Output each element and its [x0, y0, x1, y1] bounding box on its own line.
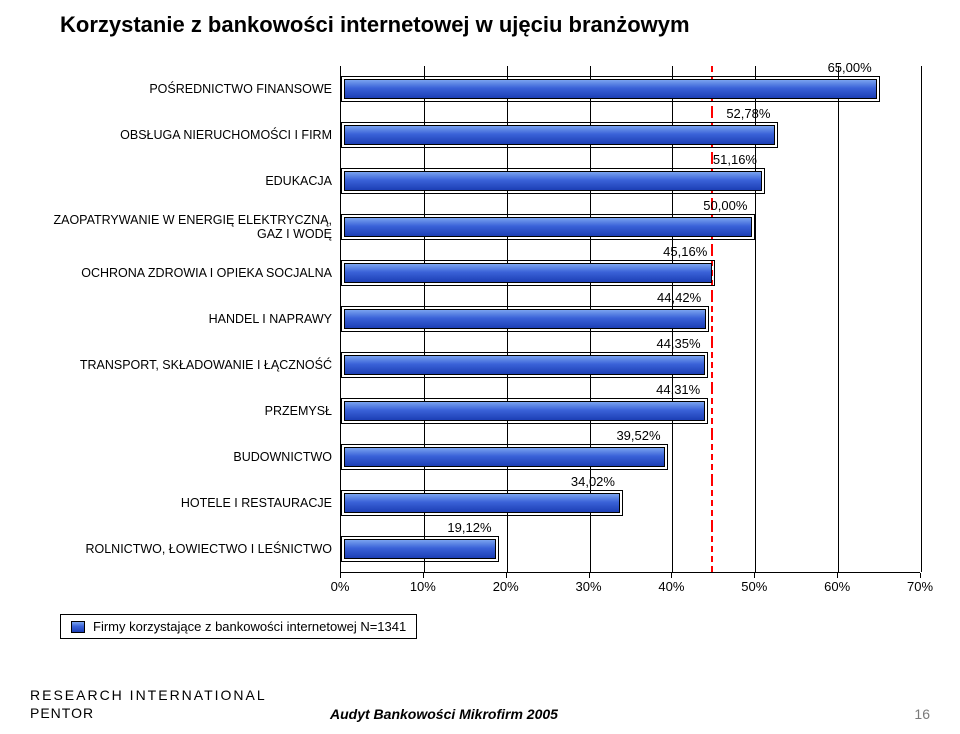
chart-row: PRZEMYSŁ44,31%: [50, 388, 920, 434]
chart-row: TRANSPORT, SKŁADOWANIE I ŁĄCZNOŚĆ44,35%: [50, 342, 920, 388]
bar: [341, 536, 499, 562]
x-tick-label: 50%: [741, 579, 767, 594]
reference-line: [711, 480, 713, 526]
bar: [341, 76, 880, 102]
category-label: OCHRONA ZDROWIA I OPIEKA SOCJALNA: [50, 266, 340, 280]
bar-value-label: 51,16%: [713, 152, 757, 167]
bar: [341, 306, 709, 332]
reference-line: [711, 434, 713, 480]
category-label: ROLNICTWO, ŁOWIECTWO I LEŚNICTWO: [50, 542, 340, 556]
bar-value-label: 45,16%: [663, 244, 707, 259]
plot-cell: 51,16%: [340, 158, 920, 204]
plot-cell: 45,16%: [340, 250, 920, 296]
bar: [341, 444, 668, 470]
bar-value-label: 19,12%: [447, 520, 491, 535]
reference-line: [711, 342, 713, 388]
plot-cell: 50,00%: [340, 204, 920, 250]
page-number: 16: [914, 706, 930, 722]
bar-value-label: 52,78%: [726, 106, 770, 121]
bar: [341, 168, 765, 194]
chart-row: ZAOPATRYWANIE W ENERGIĘ ELEKTRYCZNĄ, GAZ…: [50, 204, 920, 250]
bar: [341, 490, 623, 516]
plot-cell: 39,52%: [340, 434, 920, 480]
reference-line: [711, 296, 713, 342]
bar-value-label: 44,35%: [656, 336, 700, 351]
chart-row: EDUKACJA51,16%: [50, 158, 920, 204]
plot-cell: 44,35%: [340, 342, 920, 388]
x-tick-label: 40%: [658, 579, 684, 594]
x-tick-label: 10%: [410, 579, 436, 594]
reference-line: [711, 388, 713, 434]
category-label: PRZEMYSŁ: [50, 404, 340, 418]
bar: [341, 214, 755, 240]
bar-value-label: 39,52%: [616, 428, 660, 443]
reference-line: [711, 526, 713, 572]
x-axis: 0%10%20%30%40%50%60%70%: [50, 572, 920, 596]
legend-label: Firmy korzystające z bankowości internet…: [93, 619, 406, 634]
category-label: EDUKACJA: [50, 174, 340, 188]
bar: [341, 122, 778, 148]
legend: Firmy korzystające z bankowości internet…: [60, 614, 417, 639]
chart-row: BUDOWNICTWO39,52%: [50, 434, 920, 480]
bar-value-label: 65,00%: [828, 60, 872, 75]
chart-row: OCHRONA ZDROWIA I OPIEKA SOCJALNA45,16%: [50, 250, 920, 296]
bar-value-label: 44,42%: [657, 290, 701, 305]
bar-value-label: 50,00%: [703, 198, 747, 213]
bar-chart: POŚREDNICTWO FINANSOWE65,00%OBSŁUGA NIER…: [50, 66, 920, 639]
legend-swatch: [71, 621, 85, 633]
x-tick-label: 20%: [493, 579, 519, 594]
category-label: ZAOPATRYWANIE W ENERGIĘ ELEKTRYCZNĄ, GAZ…: [50, 213, 340, 242]
bar-value-label: 34,02%: [571, 474, 615, 489]
category-label: HOTELE I RESTAURACJE: [50, 496, 340, 510]
category-label: POŚREDNICTWO FINANSOWE: [50, 82, 340, 96]
x-tick-label: 0%: [331, 579, 350, 594]
brand-line2: PENTOR: [30, 705, 267, 723]
chart-row: OBSŁUGA NIERUCHOMOŚCI I FIRM52,78%: [50, 112, 920, 158]
bar: [341, 398, 708, 424]
plot-cell: 65,00%: [340, 66, 920, 112]
bar-value-label: 44,31%: [656, 382, 700, 397]
chart-row: ROLNICTWO, ŁOWIECTWO I LEŚNICTWO19,12%: [50, 526, 920, 572]
bar: [341, 260, 715, 286]
category-label: HANDEL I NAPRAWY: [50, 312, 340, 326]
category-label: TRANSPORT, SKŁADOWANIE I ŁĄCZNOŚĆ: [50, 358, 340, 372]
plot-cell: 34,02%: [340, 480, 920, 526]
brand-line1: RESEARCH INTERNATIONAL: [30, 687, 267, 705]
bar: [341, 352, 708, 378]
brand-block: RESEARCH INTERNATIONAL PENTOR: [30, 687, 267, 722]
x-tick-label: 60%: [824, 579, 850, 594]
chart-row: POŚREDNICTWO FINANSOWE65,00%: [50, 66, 920, 112]
plot-cell: 52,78%: [340, 112, 920, 158]
plot-cell: 19,12%: [340, 526, 920, 572]
x-tick-label: 30%: [576, 579, 602, 594]
category-label: OBSŁUGA NIERUCHOMOŚCI I FIRM: [50, 128, 340, 142]
x-tick-label: 70%: [907, 579, 933, 594]
footer-subtitle: Audyt Bankowości Mikrofirm 2005: [330, 706, 558, 722]
category-label: BUDOWNICTWO: [50, 450, 340, 464]
page-title: Korzystanie z bankowości internetowej w …: [60, 12, 930, 38]
chart-row: HANDEL I NAPRAWY44,42%: [50, 296, 920, 342]
plot-cell: 44,42%: [340, 296, 920, 342]
